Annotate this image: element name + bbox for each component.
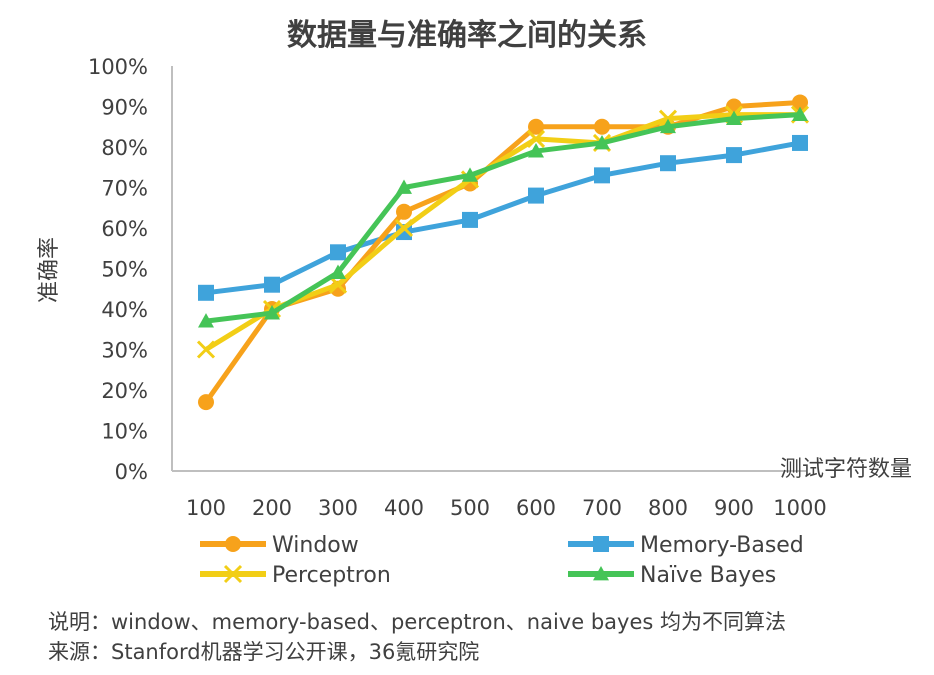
point-marker bbox=[726, 110, 742, 126]
series-line bbox=[203, 99, 801, 404]
point-marker bbox=[198, 313, 214, 328]
series-line bbox=[205, 140, 801, 296]
point-marker bbox=[528, 187, 544, 204]
legend-item: Window bbox=[200, 533, 359, 558]
x-tick-label: 500 bbox=[450, 496, 490, 520]
legend-item: Memory-Based bbox=[568, 533, 804, 558]
legend-label: Naïve Bayes bbox=[640, 563, 776, 588]
point-marker bbox=[792, 134, 808, 151]
x-axis-title: 测试字符数量 bbox=[780, 457, 912, 482]
point-marker bbox=[264, 305, 280, 320]
y-tick-label: 100% bbox=[88, 55, 148, 79]
point-marker bbox=[396, 179, 412, 194]
point-marker bbox=[225, 536, 241, 552]
x-tick-label: 400 bbox=[384, 496, 424, 520]
point-marker bbox=[528, 143, 544, 158]
point-marker bbox=[594, 167, 610, 184]
point-marker bbox=[660, 155, 676, 172]
point-marker bbox=[394, 218, 414, 238]
note-source: 来源：Stanford机器学习公开课，36氪研究院 bbox=[48, 640, 480, 664]
note-description: 说明：window、memory-based、perceptron、naive … bbox=[48, 610, 786, 634]
point-marker bbox=[593, 566, 609, 581]
series-line bbox=[204, 112, 800, 352]
series-na-ve-bayes bbox=[198, 106, 808, 328]
point-marker bbox=[198, 394, 214, 411]
legend: Window Memory-Based Perceptron Naïve Bayes bbox=[200, 533, 804, 588]
point-marker bbox=[330, 244, 346, 261]
legend-item: Naïve Bayes bbox=[568, 563, 776, 588]
x-tick-label: 200 bbox=[252, 496, 292, 520]
point-marker bbox=[594, 118, 610, 135]
point-marker bbox=[526, 129, 546, 148]
legend-label: Window bbox=[272, 533, 359, 558]
series-memory-based bbox=[198, 134, 808, 301]
y-tick-label: 90% bbox=[101, 96, 148, 120]
point-marker bbox=[396, 203, 412, 220]
x-tick-label: 700 bbox=[582, 496, 622, 520]
y-tick-label: 80% bbox=[101, 136, 148, 160]
point-marker bbox=[593, 536, 609, 552]
point-marker bbox=[198, 284, 214, 301]
point-marker bbox=[792, 94, 808, 111]
point-marker bbox=[726, 147, 742, 164]
y-tick-label: 30% bbox=[101, 339, 148, 363]
legend-label: Memory-Based bbox=[640, 533, 804, 558]
x-tick-label: 900 bbox=[714, 496, 754, 520]
point-marker bbox=[328, 275, 348, 294]
point-marker bbox=[528, 118, 544, 135]
x-tick-label: 600 bbox=[516, 496, 556, 520]
point-marker bbox=[462, 211, 478, 228]
point-marker bbox=[196, 340, 216, 359]
chart-title: 数据量与准确率之间的关系 bbox=[287, 18, 647, 53]
y-tick-label: 60% bbox=[101, 217, 148, 241]
legend-label: Perceptron bbox=[272, 563, 391, 588]
axes bbox=[171, 66, 806, 472]
x-tick-label: 800 bbox=[648, 496, 688, 520]
y-axis-title: 准确率 bbox=[37, 237, 62, 303]
series-perceptron bbox=[196, 105, 810, 359]
series-layer bbox=[196, 94, 810, 411]
point-marker bbox=[330, 264, 346, 279]
y-tick-label: 0% bbox=[115, 460, 148, 484]
point-marker bbox=[223, 564, 243, 584]
line-chart: 0% 10% 20% 30% 40% 50% 60% 70% 80% 90% 100% 100 200… bbox=[37, 55, 912, 588]
y-tick-label: 20% bbox=[101, 379, 148, 403]
x-axis-ticks: 100 200 300 400 500 600 700 800 900 1000 bbox=[186, 496, 827, 520]
legend-item: Perceptron bbox=[200, 563, 391, 588]
x-tick-label: 300 bbox=[318, 496, 358, 520]
y-tick-label: 70% bbox=[101, 177, 148, 201]
y-tick-label: 40% bbox=[101, 298, 148, 322]
point-marker bbox=[264, 276, 280, 293]
point-marker bbox=[594, 134, 610, 150]
y-axis-ticks: 0% 10% 20% 30% 40% 50% 60% 70% 80% 90% 100% bbox=[88, 55, 148, 484]
x-tick-label: 1000 bbox=[773, 496, 826, 520]
y-tick-label: 10% bbox=[101, 420, 148, 444]
y-tick-label: 50% bbox=[101, 258, 148, 282]
point-marker bbox=[660, 118, 676, 134]
point-marker bbox=[792, 106, 808, 121]
x-tick-label: 100 bbox=[186, 496, 226, 520]
series-window bbox=[198, 94, 808, 411]
point-marker bbox=[462, 167, 478, 182]
series-line bbox=[205, 112, 801, 324]
